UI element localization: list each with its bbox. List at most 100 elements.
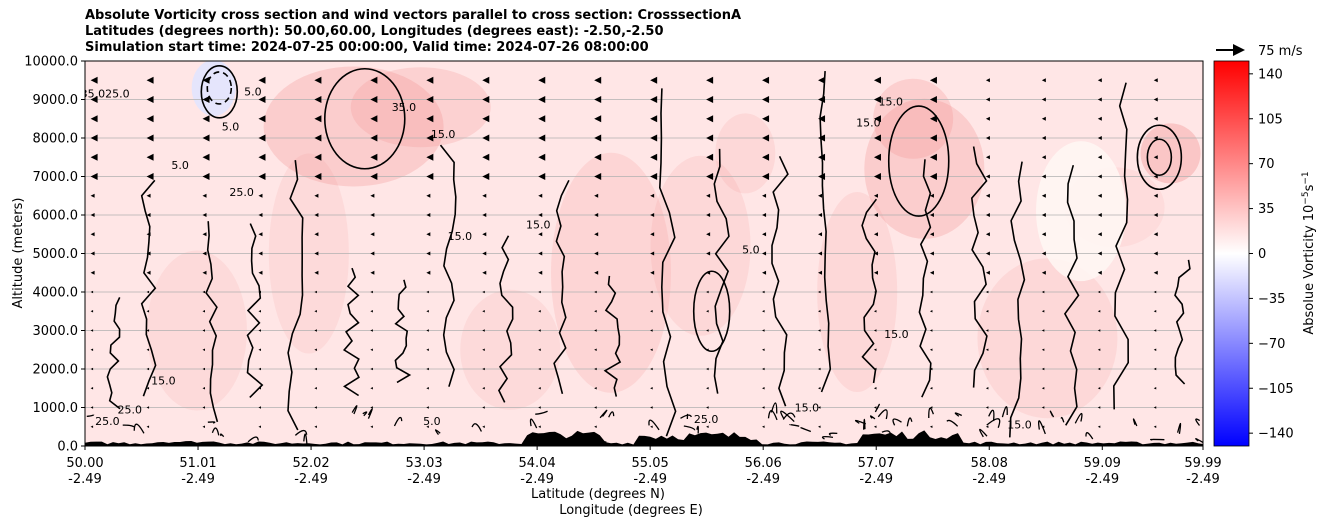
wind-vector	[818, 213, 823, 217]
wind-vector	[314, 425, 317, 428]
y-tick-label: 3000.0	[33, 324, 79, 339]
wind-vector	[258, 153, 266, 161]
contour-line	[954, 412, 963, 417]
contour-line	[140, 179, 157, 397]
x-tick-label-lon: -2.49	[633, 472, 667, 487]
wind-vector	[538, 134, 546, 142]
wind-vector	[873, 251, 878, 256]
wind-vector	[258, 251, 263, 256]
wind-vector	[1041, 425, 1045, 428]
wind-vector	[818, 387, 821, 390]
wind-vector	[929, 406, 933, 409]
contour-label: 25.0	[229, 186, 254, 199]
x-tick-label-lat: 55.05	[632, 456, 669, 471]
x-tick-label-lat: 53.03	[405, 456, 442, 471]
wind-vector	[258, 290, 261, 294]
wind-vector	[594, 213, 599, 217]
wind-vector	[929, 96, 937, 103]
contour-line	[771, 155, 789, 407]
wind-vector	[146, 425, 150, 428]
wind-vector	[202, 232, 207, 237]
wind-vector	[706, 425, 709, 428]
wind-vector	[1097, 251, 1102, 256]
contour-line	[918, 159, 932, 398]
y-tick-label: 6000.0	[33, 209, 79, 224]
wind-vector	[258, 348, 261, 351]
wind-vector	[650, 193, 655, 198]
wind-vector	[482, 213, 487, 217]
contour-loop	[1136, 124, 1183, 191]
wind-vector	[1041, 136, 1046, 140]
wind-vector	[482, 290, 485, 294]
x-axis-label-longitude: Longitude (degrees E)	[559, 503, 703, 518]
wind-vector	[1041, 348, 1045, 351]
wind-vector	[873, 134, 881, 142]
y-tick-label: 0.0	[57, 440, 78, 455]
wind-vector	[818, 290, 821, 294]
wind-vector	[258, 406, 261, 409]
wind-vector	[482, 193, 487, 198]
wind-vector	[650, 406, 653, 409]
contour-line	[1074, 412, 1083, 424]
wind-vector	[706, 348, 709, 351]
wind-vector	[929, 348, 933, 351]
wind-vector	[594, 310, 597, 313]
wind-vector	[929, 425, 933, 428]
contour-line	[608, 411, 615, 418]
wind-vector	[202, 270, 207, 275]
wind-vector	[202, 96, 210, 103]
wind-vector	[90, 173, 98, 180]
wind-vector	[146, 329, 150, 332]
wind-vector	[314, 367, 317, 371]
contour-line	[800, 427, 812, 433]
contour-line	[828, 432, 838, 436]
wind-vector	[706, 251, 711, 256]
wind-vector	[90, 348, 94, 351]
wind-vector	[258, 134, 266, 142]
wind-vector	[1041, 270, 1046, 275]
wind-vector	[202, 310, 206, 313]
wind-vector	[90, 232, 95, 237]
wind-vector	[1153, 155, 1158, 160]
wind-vector	[370, 387, 373, 390]
vorticity-patch	[977, 258, 1118, 419]
contour-line	[892, 418, 902, 426]
contour-label: 5.0	[423, 415, 441, 428]
wind-vector	[818, 76, 826, 84]
wind-vector	[146, 270, 151, 275]
wind-vector	[1153, 348, 1157, 351]
wind-vector	[482, 348, 485, 351]
wind-vector	[90, 134, 98, 142]
contour-label: 15.0	[879, 95, 904, 108]
wind-vector	[1153, 270, 1158, 275]
wind-vector	[594, 290, 597, 294]
wind-vector	[426, 329, 429, 332]
wind-vector	[650, 115, 658, 123]
wind-vector	[202, 134, 210, 142]
wind-vector	[929, 367, 933, 371]
wind-vector	[873, 193, 878, 198]
wind-vector	[1097, 213, 1102, 217]
wind-vector	[873, 310, 877, 313]
contour-line	[394, 279, 412, 384]
wind-vector	[538, 348, 541, 351]
contour-line	[207, 421, 216, 424]
contour-line	[1085, 432, 1094, 440]
wind-vector	[929, 153, 937, 161]
wind-vector	[482, 134, 490, 142]
wind-vector	[594, 173, 602, 180]
wind-vector	[1041, 310, 1045, 313]
wind-vector	[985, 425, 989, 428]
wind-vector	[314, 76, 322, 84]
wind-vector	[1041, 329, 1045, 332]
wind-vector	[314, 310, 317, 313]
wind-vector	[90, 406, 94, 409]
wind-vector	[1041, 406, 1045, 409]
wind-vector	[929, 134, 937, 142]
y-tick-label: 9000.0	[33, 93, 79, 108]
wind-vector	[90, 387, 94, 390]
wind-vector	[370, 193, 375, 198]
contour-line	[782, 412, 796, 420]
axes: 0.0 1000.0 2000.0 3000.0 4000.0 5000.0 6000.0 7…	[24, 55, 1221, 488]
vorticity-patch	[350, 67, 491, 148]
